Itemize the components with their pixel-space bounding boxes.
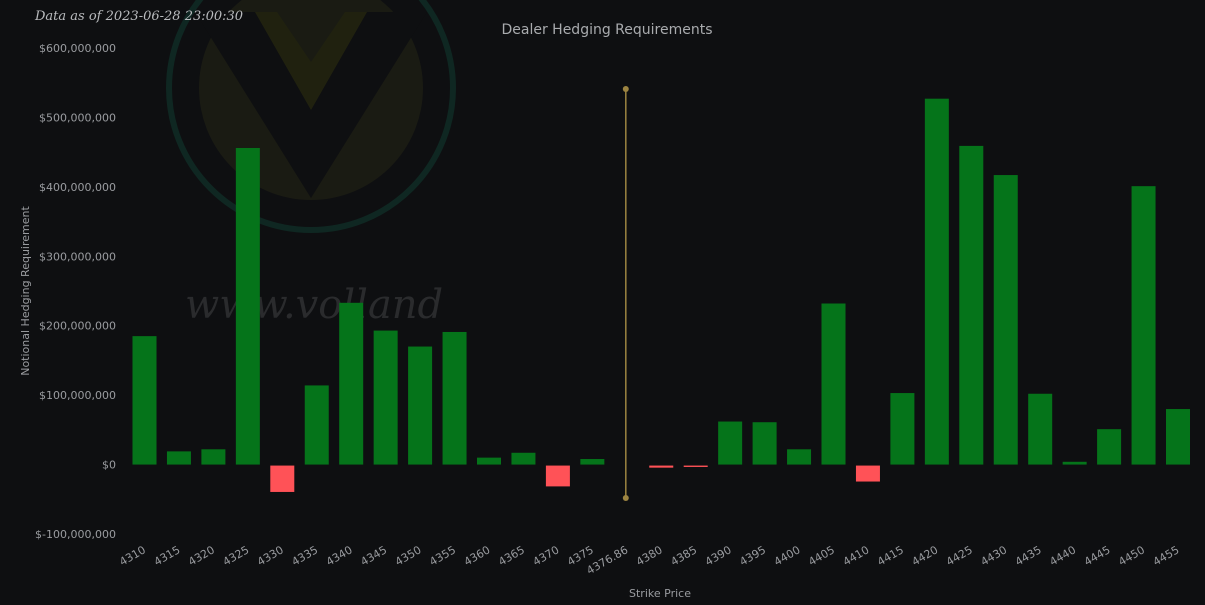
x-tick-label: 4430 bbox=[979, 543, 1010, 568]
x-tick-label: 4445 bbox=[1082, 543, 1113, 568]
x-tick-label: 4410 bbox=[841, 543, 872, 568]
y-axis-label: Notional Hedging Requirement bbox=[19, 206, 32, 376]
x-tick-label: 4455 bbox=[1151, 543, 1182, 568]
bar-4400 bbox=[787, 449, 812, 465]
spot-line-bottom-dot bbox=[622, 495, 629, 501]
bar-4370 bbox=[545, 465, 570, 487]
y-tick-label: $100,000,000 bbox=[39, 389, 116, 402]
bar-4355 bbox=[442, 331, 467, 465]
bar-4365 bbox=[511, 452, 536, 465]
bar-4350 bbox=[408, 346, 433, 465]
bar-4330 bbox=[270, 465, 295, 492]
bar-4455 bbox=[1166, 409, 1190, 465]
bar-4340 bbox=[339, 302, 364, 465]
bar-4440 bbox=[1062, 461, 1087, 465]
y-tick-label: $200,000,000 bbox=[39, 320, 116, 333]
x-tick-label: 4385 bbox=[668, 543, 699, 568]
bar-4410 bbox=[855, 465, 880, 482]
x-tick-label: 4350 bbox=[393, 543, 424, 568]
x-axis-ticks: 4310 4315 4320 4325 4330 4335 4340 4345 4350 4355… bbox=[117, 543, 1181, 577]
x-tick-label: 4320 bbox=[186, 543, 217, 568]
chart-title: Dealer Hedging Requirements bbox=[501, 22, 712, 38]
x-tick-label: 4365 bbox=[496, 543, 527, 568]
y-tick-label: $-100,000,000 bbox=[35, 528, 116, 541]
x-tick-label: 4420 bbox=[910, 543, 941, 568]
x-tick-label: 4345 bbox=[358, 543, 389, 568]
y-tick-label: $500,000,000 bbox=[39, 111, 116, 124]
x-tick-label: 4355 bbox=[427, 543, 458, 568]
x-tick-label: 4435 bbox=[1013, 543, 1044, 568]
bar-4385 bbox=[683, 465, 708, 467]
bar-4360 bbox=[477, 457, 501, 465]
bar-4375 bbox=[580, 459, 605, 465]
x-tick-label: 4325 bbox=[221, 543, 252, 568]
y-axis-ticks: $600,000,000 $500,000,000 $400,000,000 $300… bbox=[35, 42, 116, 541]
bar-4390 bbox=[718, 421, 743, 465]
x-tick-label: 4380 bbox=[634, 543, 665, 568]
bar-4415 bbox=[890, 393, 915, 465]
x-axis-label: Strike Price bbox=[629, 587, 691, 600]
bar-4395 bbox=[752, 422, 777, 465]
bar-4335 bbox=[304, 385, 329, 465]
bar-4380 bbox=[649, 465, 674, 468]
spot-line-top-dot bbox=[622, 86, 629, 92]
bars bbox=[132, 98, 1190, 492]
x-tick-label: 4400 bbox=[772, 543, 803, 568]
x-tick-label: 4415 bbox=[875, 543, 906, 568]
y-tick-label: $400,000,000 bbox=[39, 181, 116, 194]
bar-4310 bbox=[132, 336, 157, 465]
x-tick-label: 4310 bbox=[117, 543, 148, 568]
x-tick-label: 4450 bbox=[1116, 543, 1147, 568]
bar-4405 bbox=[821, 303, 846, 465]
bar-4425 bbox=[959, 145, 984, 465]
bar-4445 bbox=[1097, 429, 1122, 465]
x-tick-label: 4440 bbox=[1047, 543, 1078, 568]
spot-price-marker bbox=[622, 86, 629, 501]
x-tick-label: 4425 bbox=[944, 543, 975, 568]
volland-logo-watermark bbox=[166, 0, 456, 233]
bar-4450 bbox=[1131, 186, 1156, 465]
bar-4430 bbox=[993, 175, 1018, 465]
bar-4420 bbox=[924, 98, 949, 465]
x-tick-label: 4405 bbox=[806, 543, 837, 568]
x-tick-label: 4330 bbox=[255, 543, 286, 568]
y-tick-label: $0 bbox=[102, 459, 116, 472]
as-of-timestamp: Data as of 2023-06-28 23:00:30 bbox=[34, 9, 243, 24]
bar-4320 bbox=[201, 449, 226, 465]
y-tick-label: $600,000,000 bbox=[39, 42, 116, 55]
x-tick-label: 4315 bbox=[152, 543, 183, 568]
x-tick-label: 4340 bbox=[324, 543, 355, 568]
bar-4315 bbox=[166, 451, 191, 465]
bar-4325 bbox=[235, 147, 260, 465]
watermark-text: www.volland bbox=[185, 282, 443, 328]
y-tick-label: $300,000,000 bbox=[39, 250, 116, 263]
x-tick-label: 4395 bbox=[737, 543, 768, 568]
bar-4435 bbox=[1028, 393, 1053, 465]
x-tick-label: 4335 bbox=[290, 543, 321, 568]
x-tick-label: 4370 bbox=[531, 543, 562, 568]
x-tick-label: 4390 bbox=[703, 543, 734, 568]
x-tick-label: 4360 bbox=[462, 543, 493, 568]
bar-4345 bbox=[373, 330, 398, 465]
